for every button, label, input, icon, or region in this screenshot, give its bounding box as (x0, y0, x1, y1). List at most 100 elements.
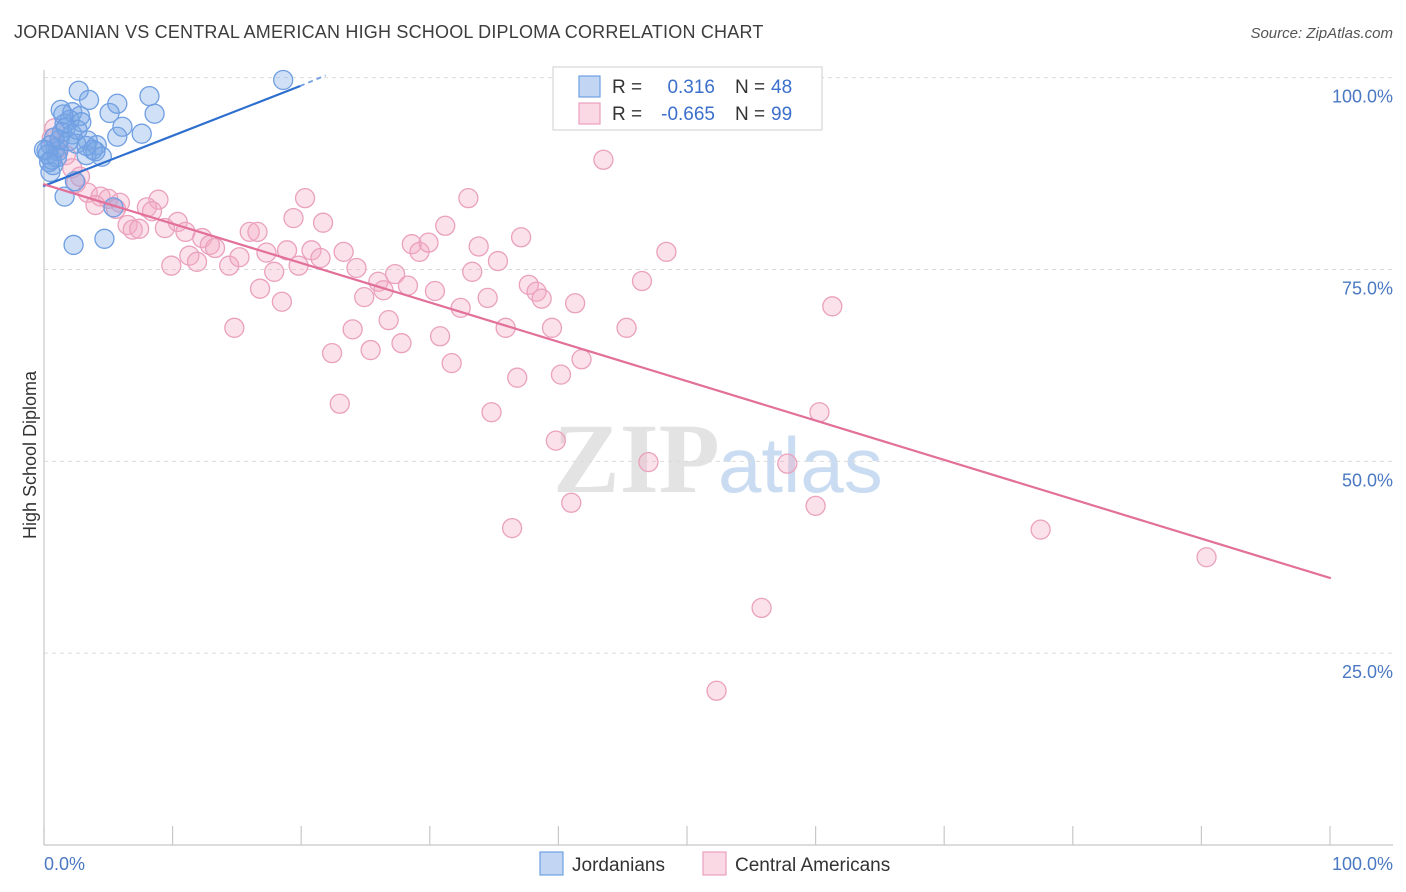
jordanians-n-label: N = (735, 77, 765, 98)
central-american-point (360, 339, 381, 361)
y-tick-label-100: 100.0% (1332, 87, 1393, 107)
central-american-point (487, 250, 509, 272)
x-tick-label-0: 0.0% (44, 854, 85, 874)
jordanians-trend-extension (299, 74, 326, 87)
central-american-point (468, 236, 489, 257)
jordanian-point (78, 89, 100, 111)
central-american-point (477, 287, 498, 309)
jordanian-point (38, 151, 60, 173)
central-american-point (631, 270, 653, 292)
y-tick-label-50: 50.0% (1342, 470, 1393, 490)
central-american-point (777, 453, 798, 474)
x-tick-label-100: 100.0% (1332, 854, 1393, 874)
central-american-point (462, 261, 483, 282)
jordanian-point (63, 234, 84, 256)
jordanian-points (33, 69, 294, 256)
jordanian-point (67, 119, 88, 141)
central-american-point (531, 288, 552, 309)
central-american-point (249, 278, 271, 299)
gridlines (44, 77, 1393, 654)
central-american-point (805, 495, 826, 516)
chart-title: JORDANIAN VS CENTRAL AMERICAN HIGH SCHOO… (14, 22, 764, 42)
central-american-point (122, 219, 143, 240)
jordanian-point (107, 126, 128, 147)
central-american-point (616, 317, 637, 338)
series-legend: Jordanians Central Americans (539, 851, 890, 876)
data-points (33, 69, 1217, 701)
central-american-point (571, 349, 592, 370)
central-american-point (264, 261, 285, 282)
central-americans-r-value: -0.665 (661, 104, 715, 125)
central-american-point (593, 149, 614, 170)
legend-central-americans-swatch (702, 851, 727, 876)
trend-lines (42, 74, 1332, 580)
central-american-point (706, 680, 727, 701)
central-american-point (312, 212, 334, 233)
central-american-point (1030, 519, 1051, 540)
central-american-point (129, 218, 150, 239)
y-axis-label: High School Diploma (20, 370, 40, 539)
central-american-point (501, 517, 523, 539)
y-tick-labels: 100.0% 75.0% 50.0% 25.0% (1332, 87, 1393, 682)
jordanians-n-value: 48 (771, 77, 792, 98)
central-american-point (224, 317, 245, 338)
central-americans-swatch (578, 102, 601, 125)
jordanian-point (76, 135, 97, 157)
central-american-point (77, 182, 98, 203)
central-american-point (229, 247, 250, 268)
jordanian-point (144, 103, 165, 124)
central-american-point (751, 597, 772, 619)
central-american-point (239, 221, 260, 243)
central-american-point (329, 393, 350, 414)
legend-central-americans-label: Central Americans (735, 855, 890, 876)
jordanian-point (99, 102, 120, 124)
central-american-point (507, 367, 528, 388)
jordanian-point (94, 228, 115, 249)
central-american-point (85, 194, 106, 216)
axes (43, 70, 1393, 846)
jordanians-swatch (578, 75, 601, 98)
zipatlas-watermark: ZIP atlas (553, 403, 883, 514)
central-american-point (418, 232, 439, 253)
central-american-point (510, 227, 532, 248)
central-american-points (41, 69, 1217, 701)
y-tick-label-25: 25.0% (1342, 662, 1393, 682)
central-american-point (397, 275, 419, 296)
central-american-point (541, 317, 563, 338)
central-american-point (219, 255, 240, 276)
jordanians-r-label: R = (612, 77, 642, 98)
central-american-point (424, 280, 446, 302)
central-american-point (247, 221, 268, 243)
stats-legend-box (552, 66, 823, 131)
central-american-point (186, 251, 208, 272)
jordanian-point (112, 116, 133, 137)
y-tick-label-75: 75.0% (1342, 279, 1393, 299)
central-american-point (310, 247, 331, 269)
central-american-point (545, 430, 566, 451)
jordanian-point (53, 104, 74, 125)
central-american-point (378, 309, 399, 331)
jordanian-point (273, 69, 294, 91)
central-american-point (333, 241, 354, 263)
jordanian-point (33, 139, 55, 160)
jordanian-point (139, 85, 160, 107)
central-american-point (481, 402, 502, 423)
central-american-point (441, 352, 462, 374)
central-american-point (435, 215, 456, 236)
legend-jordanians-swatch (539, 851, 564, 876)
central-american-point (288, 255, 309, 276)
central-american-point (384, 263, 406, 285)
jordanian-point (131, 123, 152, 144)
central-americans-n-value: 99 (771, 104, 792, 125)
watermark-zip: ZIP (553, 403, 720, 514)
watermark-atlas: atlas (718, 421, 883, 509)
x-tick-labels: 0.0% 100.0% (44, 854, 1393, 874)
jordanians-trend-line (42, 85, 302, 187)
central-american-point (561, 492, 582, 513)
legend-jordanians-label: Jordanians (572, 855, 665, 876)
central-american-point (550, 364, 572, 385)
stats-legend: R = 0.316 N = 48 R = -0.665 N = 99 (552, 66, 823, 131)
source-label: Source: ZipAtlas.com (1250, 25, 1393, 42)
central-american-point (283, 207, 304, 229)
